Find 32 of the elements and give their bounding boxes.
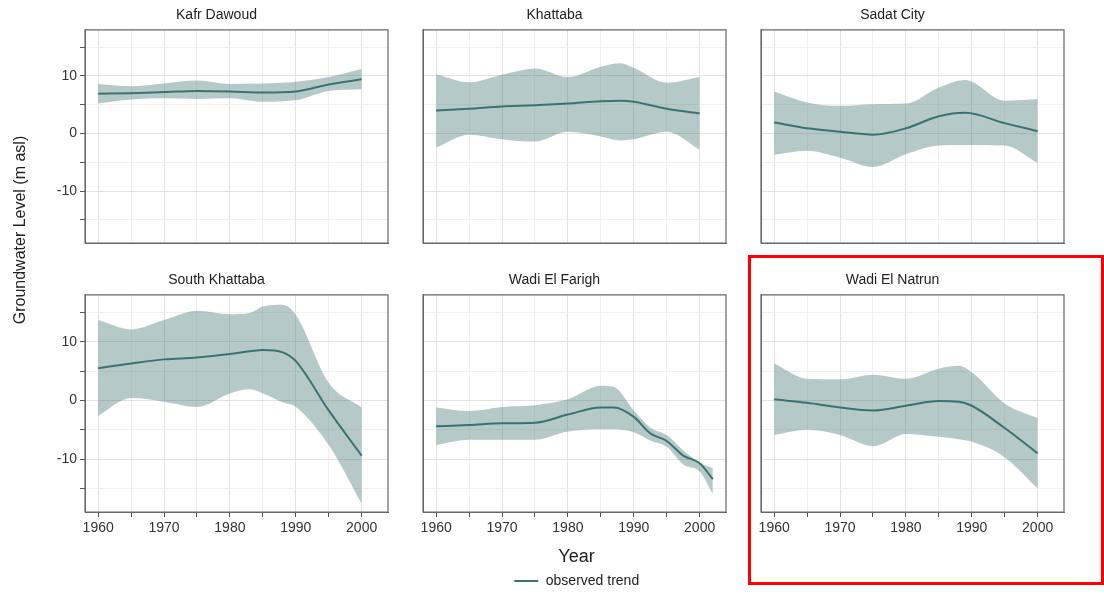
- x-tick-label: 1960: [82, 519, 114, 536]
- chart-title: Khattaba: [526, 6, 583, 23]
- x-tick-label: 1970: [148, 519, 180, 536]
- y-tick-label: 0: [69, 391, 78, 408]
- x-tick-label: 1990: [956, 519, 988, 536]
- x-tick-label: 1960: [758, 519, 790, 536]
- x-tick-label: 1990: [618, 519, 650, 536]
- x-tick-label: 1970: [824, 519, 856, 536]
- y-tick-label: -10: [56, 182, 78, 198]
- x-tick-label: 1980: [552, 519, 584, 536]
- y-tick-label: 10: [61, 66, 78, 83]
- chart-title: Wadi El Natrun: [845, 271, 940, 288]
- x-tick-label: 1980: [214, 519, 246, 536]
- line-series: [97, 78, 363, 95]
- y-tick-label: 0: [69, 124, 78, 141]
- y-axis-title: Groundwater Level (m asl): [11, 135, 29, 325]
- chart-title: Wadi El Farigh: [508, 271, 601, 288]
- x-tick-label: 1960: [420, 519, 452, 536]
- legend-label: observed trend: [545, 572, 640, 588]
- x-tick-label: 1980: [890, 519, 922, 536]
- chart-title: Kafr Dawoud: [176, 6, 257, 23]
- line-series: [97, 348, 363, 457]
- chart-title: South Khattaba: [168, 271, 265, 288]
- chart-title: Sadat City: [860, 6, 925, 23]
- x-tick-label: 1990: [280, 519, 312, 536]
- x-axis-title: Year: [558, 546, 595, 567]
- y-tick-label: -10: [56, 450, 78, 467]
- x-tick-label: 2000: [684, 519, 716, 536]
- y-tick-label: 10: [61, 332, 78, 349]
- x-tick-label: 2000: [346, 519, 378, 536]
- x-tick-label: 2000: [1022, 519, 1054, 536]
- x-tick-label: 1970: [486, 519, 518, 536]
